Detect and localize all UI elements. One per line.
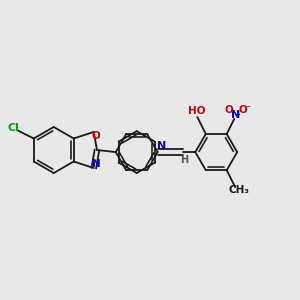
Text: O: O (225, 105, 233, 115)
Text: ⁻: ⁻ (245, 105, 250, 115)
Text: O: O (238, 105, 247, 115)
Text: HO: HO (188, 106, 205, 116)
Text: +: + (233, 110, 240, 119)
Text: O: O (92, 131, 100, 141)
Text: N: N (231, 110, 240, 120)
Text: CH₃: CH₃ (229, 185, 250, 195)
Text: N: N (157, 141, 167, 151)
Text: H: H (180, 155, 188, 166)
Text: N: N (92, 159, 100, 169)
Text: Cl: Cl (8, 123, 20, 133)
